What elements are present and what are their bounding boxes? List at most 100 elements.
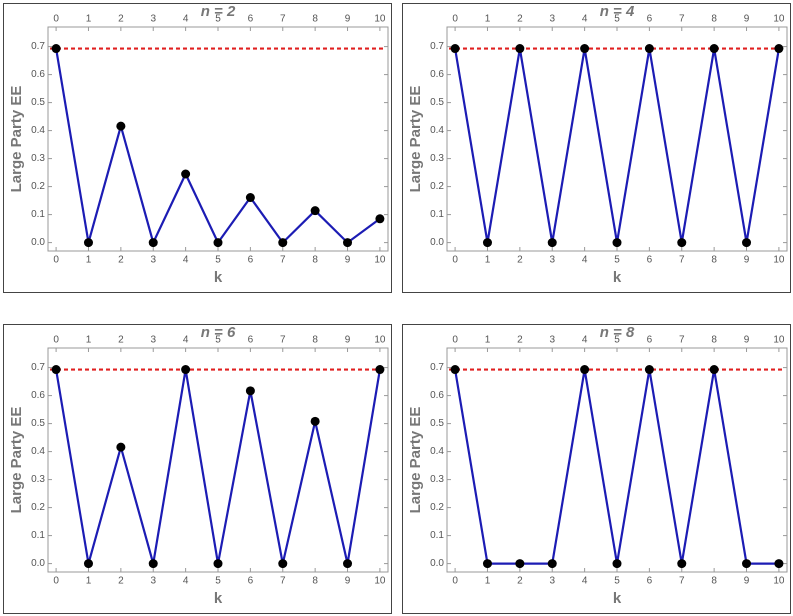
x-tick-label: 9	[744, 576, 750, 587]
data-point	[83, 238, 93, 248]
y-tick-label: 0.7	[430, 41, 444, 52]
y-tick-label: 0.1	[31, 209, 45, 220]
data-point	[450, 365, 460, 375]
x-tick-label: 3	[549, 576, 555, 587]
data-point	[612, 559, 622, 569]
x-tick-label-top: 10	[773, 335, 785, 346]
y-tick-label: 0.5	[31, 97, 45, 108]
x-tick-label-top: 2	[517, 335, 523, 346]
y-tick-label: 0.5	[31, 418, 45, 429]
data-point	[343, 559, 353, 569]
x-tick-label: 8	[312, 576, 318, 587]
x-tick-label-top: 2	[517, 14, 523, 25]
x-tick-label-top: 1	[485, 14, 491, 25]
data-point	[709, 365, 719, 375]
x-tick-label-top: 5	[215, 14, 221, 25]
data-point	[213, 238, 223, 248]
data-point	[644, 44, 654, 54]
data-point	[213, 559, 223, 569]
x-tick-label-top: 8	[711, 14, 717, 25]
x-tick-label-top: 6	[248, 14, 254, 25]
data-line	[454, 369, 779, 565]
x-tick-label: 4	[582, 255, 588, 266]
y-tick-label: 0.0	[430, 558, 444, 569]
data-point	[148, 559, 158, 569]
data-point	[310, 416, 320, 426]
panel-frame	[402, 3, 791, 293]
x-tick-label-top: 6	[647, 14, 653, 25]
x-tick-label: 8	[711, 255, 717, 266]
x-tick-label: 1	[86, 255, 92, 266]
x-tick-label-top: 3	[150, 335, 156, 346]
x-tick-label: 0	[53, 255, 59, 266]
data-point	[580, 44, 590, 54]
y-tick-label: 0.1	[430, 530, 444, 541]
x-tick-label: 6	[248, 255, 254, 266]
panel: n = 8 0 0 1 1 2 2 3 3 4 4 5 5 6 6 7 7 8 8 9 9 10 10 0.0 0.1 0.2 0.…	[402, 324, 791, 614]
data-point	[742, 238, 752, 248]
y-tick-label: 0.7	[31, 41, 45, 52]
x-tick-label-top: 9	[744, 335, 750, 346]
x-tick-label-top: 1	[86, 335, 92, 346]
x-tick-label-top: 2	[118, 14, 124, 25]
data-point	[677, 559, 687, 569]
y-tick-label: 0.4	[430, 446, 444, 457]
x-tick-label: 9	[345, 255, 351, 266]
x-tick-label-top: 4	[582, 14, 588, 25]
y-tick-label: 0.5	[430, 97, 444, 108]
x-tick-label: 10	[374, 255, 386, 266]
y-tick-label: 0.3	[31, 474, 45, 485]
y-tick-label: 0.1	[430, 209, 444, 220]
x-tick-label: 4	[183, 576, 189, 587]
data-line	[55, 369, 381, 564]
x-tick-label-top: 9	[744, 14, 750, 25]
x-tick-label-top: 0	[53, 14, 59, 25]
x-tick-label: 7	[679, 576, 685, 587]
data-line	[454, 48, 780, 243]
plot-frame	[446, 26, 788, 252]
data-point	[278, 559, 288, 569]
x-tick-label-top: 4	[183, 14, 189, 25]
x-tick-label: 9	[744, 255, 750, 266]
data-point	[677, 238, 687, 248]
data-point	[116, 121, 126, 131]
x-tick-label: 5	[614, 255, 620, 266]
plot-frame	[47, 347, 389, 573]
y-tick-label: 0.5	[430, 418, 444, 429]
x-tick-label: 9	[345, 576, 351, 587]
panel-title: n = 2	[201, 3, 236, 20]
x-tick-label-top: 5	[614, 335, 620, 346]
panel: n = 6 0 0 1 1 2 2 3 3 4 4 5 5 6 6 7 7 8 8 9 9 10 10 0.0 0.1 0.2 0.…	[3, 324, 392, 614]
x-tick-label-top: 2	[118, 335, 124, 346]
x-tick-label: 3	[549, 255, 555, 266]
plot-frame	[47, 26, 389, 252]
x-tick-label: 7	[679, 255, 685, 266]
y-axis-label: Large Party EE	[8, 407, 25, 514]
x-tick-label: 8	[312, 255, 318, 266]
x-tick-label: 4	[582, 576, 588, 587]
data-point	[450, 44, 460, 54]
data-point	[181, 169, 191, 179]
data-point	[375, 365, 385, 375]
panel: n = 4 0 0 1 1 2 2 3 3 4 4 5 5 6 6 7 7 8 8 9 9 10 10 0.0 0.1 0.2 0.…	[402, 3, 791, 293]
x-tick-label-top: 9	[345, 335, 351, 346]
y-tick-label: 0.6	[31, 69, 45, 80]
x-tick-label-top: 7	[280, 14, 286, 25]
x-tick-label: 0	[452, 576, 458, 587]
y-tick-label: 0.0	[430, 237, 444, 248]
x-tick-label-top: 6	[647, 335, 653, 346]
data-point	[310, 206, 320, 216]
data-point	[482, 559, 492, 569]
x-tick-label-top: 3	[150, 14, 156, 25]
panel-frame	[402, 324, 791, 614]
data-point	[774, 44, 784, 54]
data-point	[343, 238, 353, 248]
data-point	[547, 559, 557, 569]
x-tick-label-top: 6	[248, 335, 254, 346]
data-point	[148, 238, 158, 248]
data-point	[181, 365, 191, 375]
panel-frame	[3, 324, 392, 614]
x-tick-label: 0	[53, 576, 59, 587]
x-tick-label-top: 9	[345, 14, 351, 25]
